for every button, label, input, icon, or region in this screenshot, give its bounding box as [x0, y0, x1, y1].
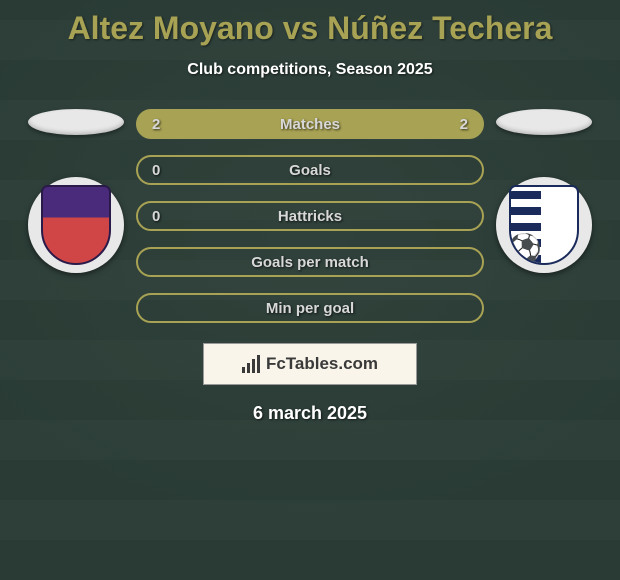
stat-label: Goals — [289, 162, 331, 179]
stat-label: Goals per match — [251, 254, 369, 271]
stat-bar-hattricks: 0 Hattricks — [136, 201, 484, 231]
brand-watermark: FcTables.com — [203, 343, 417, 385]
left-side — [16, 109, 136, 273]
stat-bar-goals: 0 Goals — [136, 155, 484, 185]
bar-chart-icon — [242, 355, 260, 373]
brand-text: FcTables.com — [266, 354, 378, 374]
stat-left-value: 0 — [152, 162, 168, 179]
right-crest-icon — [509, 185, 579, 265]
stat-label: Hattricks — [278, 208, 342, 225]
left-crest-icon — [41, 185, 111, 265]
stat-label: Matches — [280, 116, 340, 133]
subtitle: Club competitions, Season 2025 — [0, 61, 620, 79]
stat-bar-matches: 2 Matches 2 — [136, 109, 484, 139]
stat-bar-goals-per-match: Goals per match — [136, 247, 484, 277]
right-player-oval — [496, 109, 592, 135]
stat-label: Min per goal — [266, 300, 354, 317]
date-text: 6 march 2025 — [0, 403, 620, 424]
left-team-badge — [28, 177, 124, 273]
stat-left-value: 2 — [152, 116, 168, 133]
left-player-oval — [28, 109, 124, 135]
stat-bars: 2 Matches 2 0 Goals 0 Hattricks Goals pe… — [136, 109, 484, 323]
right-side — [484, 109, 604, 273]
stat-left-value: 0 — [152, 208, 168, 225]
page-title: Altez Moyano vs Núñez Techera — [0, 0, 620, 47]
stat-bar-min-per-goal: Min per goal — [136, 293, 484, 323]
right-team-badge — [496, 177, 592, 273]
comparison-panel: 2 Matches 2 0 Goals 0 Hattricks Goals pe… — [0, 109, 620, 323]
stat-right-value: 2 — [452, 116, 468, 133]
